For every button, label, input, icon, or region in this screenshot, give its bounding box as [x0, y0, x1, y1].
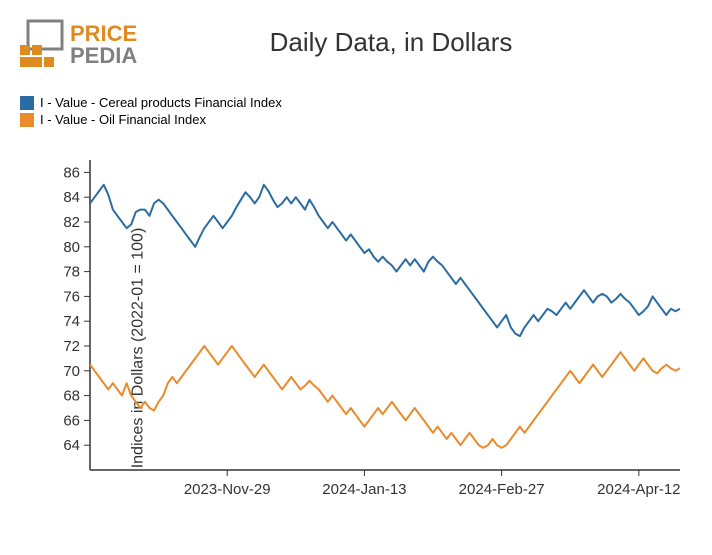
svg-text:86: 86 [63, 164, 80, 181]
chart-svg: 64 66 68 70 72 74 76 78 80 82 84 86 2023-Nov-29 2024-… [0, 150, 712, 545]
svg-text:74: 74 [63, 313, 80, 330]
legend-item-cereal: I - Value - Cereal products Financial In… [20, 95, 712, 110]
legend-label: I - Value - Oil Financial Index [40, 112, 206, 127]
legend: I - Value - Cereal products Financial In… [0, 85, 712, 127]
legend-swatch-cereal [20, 96, 34, 110]
svg-text:2023-Nov-29: 2023-Nov-29 [184, 481, 271, 498]
legend-swatch-oil [20, 113, 34, 127]
chart-area: Indices in Dollars (2022-01 = 100) 64666… [0, 150, 712, 545]
legend-item-oil: I - Value - Oil Financial Index [20, 112, 712, 127]
svg-text:78: 78 [63, 264, 80, 281]
svg-text:66: 66 [63, 412, 80, 429]
svg-text:64: 64 [63, 437, 80, 454]
svg-text:2024-Feb-27: 2024-Feb-27 [459, 481, 545, 498]
svg-text:76: 76 [63, 288, 80, 305]
svg-text:72: 72 [63, 338, 80, 355]
svg-text:68: 68 [63, 388, 80, 405]
brand-logo: PRICE PEDIA [20, 15, 150, 80]
svg-text:70: 70 [63, 363, 80, 380]
svg-text:84: 84 [63, 189, 80, 206]
legend-label: I - Value - Cereal products Financial In… [40, 95, 282, 110]
svg-text:82: 82 [63, 214, 80, 231]
chart-title: Daily Data, in Dollars [170, 15, 692, 58]
header: PRICE PEDIA Daily Data, in Dollars [0, 0, 712, 85]
svg-text:80: 80 [63, 239, 80, 256]
svg-text:2024-Apr-12: 2024-Apr-12 [597, 481, 680, 498]
svg-text:2024-Jan-13: 2024-Jan-13 [322, 481, 406, 498]
svg-text:PEDIA: PEDIA [70, 43, 137, 68]
